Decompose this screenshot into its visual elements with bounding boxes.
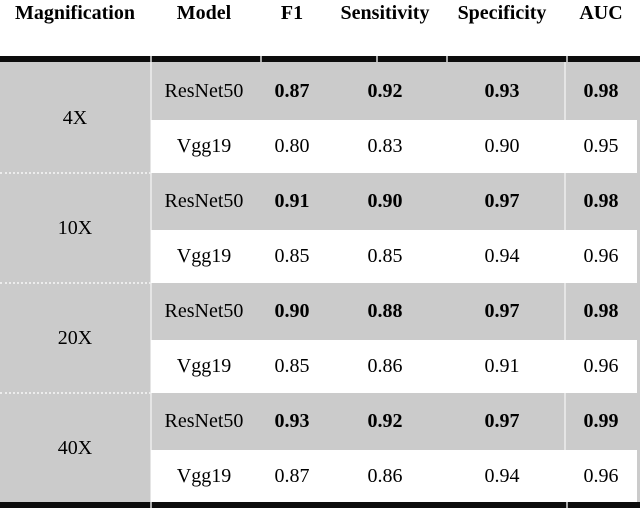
cell-f1: 0.87	[274, 465, 310, 487]
rule-notch	[150, 56, 152, 62]
cell-auc: 0.96	[583, 245, 619, 267]
cell-specificity: 0.97	[484, 190, 520, 212]
rule-notch	[150, 502, 152, 508]
cell-model: ResNet50	[164, 80, 244, 102]
col-header-model: Model	[176, 2, 232, 24]
rule-notch	[260, 56, 262, 62]
cell-f1: 0.80	[274, 135, 310, 157]
col-header-auc: AUC	[579, 2, 623, 24]
cell-model: Vgg19	[176, 245, 232, 267]
rule-notch	[446, 56, 448, 62]
column-separator-line	[150, 62, 152, 502]
cell-model: ResNet50	[164, 300, 244, 322]
cell-f1: 0.90	[274, 300, 310, 322]
cell-f1: 0.93	[274, 410, 310, 432]
cell-specificity: 0.97	[484, 410, 520, 432]
magnification-label-10x: 10X	[57, 217, 93, 239]
cell-specificity: 0.94	[484, 465, 520, 487]
rule-notch	[376, 56, 378, 62]
table-top-rule	[0, 56, 640, 62]
cell-specificity: 0.97	[484, 300, 520, 322]
cell-f1: 0.85	[274, 355, 310, 377]
cell-specificity: 0.94	[484, 245, 520, 267]
cell-model: Vgg19	[176, 135, 232, 157]
cell-auc: 0.96	[583, 465, 619, 487]
column-separator-line	[564, 62, 566, 502]
vgg19-row-background-10x	[151, 230, 637, 283]
group-divider-line	[0, 282, 151, 284]
cell-specificity: 0.91	[484, 355, 520, 377]
cell-sensitivity: 0.83	[367, 135, 403, 157]
cell-specificity: 0.90	[484, 135, 520, 157]
cell-auc: 0.95	[583, 135, 619, 157]
group-divider-line	[0, 392, 151, 394]
cell-sensitivity: 0.90	[367, 190, 403, 212]
rule-notch	[566, 56, 568, 62]
cell-auc: 0.98	[583, 300, 619, 322]
cell-specificity: 0.93	[484, 80, 520, 102]
cell-sensitivity: 0.88	[367, 300, 403, 322]
vgg19-row-background-40x	[151, 450, 637, 502]
cell-sensitivity: 0.85	[367, 245, 403, 267]
cell-model: Vgg19	[176, 355, 232, 377]
col-header-sensitivity: Sensitivity	[340, 2, 430, 24]
group-divider-line	[0, 172, 151, 174]
cell-model: ResNet50	[164, 190, 244, 212]
cell-auc: 0.96	[583, 355, 619, 377]
cell-sensitivity: 0.86	[367, 355, 403, 377]
magnification-label-40x: 40X	[57, 437, 93, 459]
col-header-specificity: Specificity	[457, 2, 547, 24]
cell-f1: 0.85	[274, 245, 310, 267]
cell-auc: 0.98	[583, 190, 619, 212]
table-bottom-rule	[0, 502, 640, 508]
cell-model: Vgg19	[176, 465, 232, 487]
cell-auc: 0.99	[583, 410, 619, 432]
col-header-f1: F1	[280, 2, 304, 24]
cell-sensitivity: 0.92	[367, 80, 403, 102]
cell-f1: 0.91	[274, 190, 310, 212]
cell-sensitivity: 0.92	[367, 410, 403, 432]
vgg19-row-background-20x	[151, 340, 637, 393]
col-header-magnification: Magnification	[15, 2, 135, 24]
vgg19-row-background-4x	[151, 120, 637, 173]
magnification-label-4x: 4X	[62, 107, 88, 129]
magnification-label-20x: 20X	[57, 327, 93, 349]
cell-f1: 0.87	[274, 80, 310, 102]
cell-sensitivity: 0.86	[367, 465, 403, 487]
cell-auc: 0.98	[583, 80, 619, 102]
cell-model: ResNet50	[164, 410, 244, 432]
rule-notch	[566, 502, 568, 508]
